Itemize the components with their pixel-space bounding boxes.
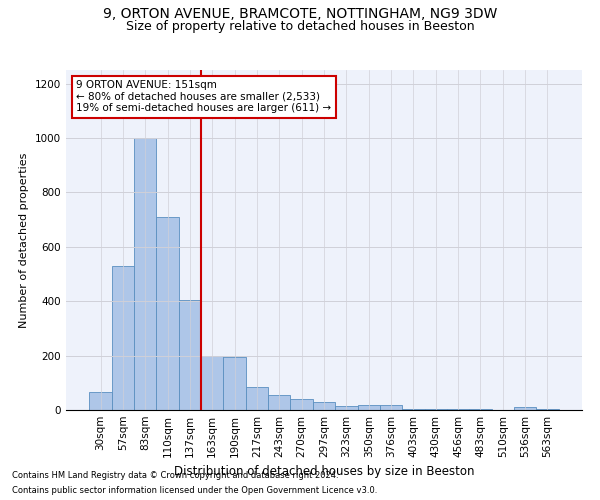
Bar bbox=[112, 266, 134, 410]
Bar bbox=[380, 405, 402, 410]
Bar bbox=[514, 408, 536, 410]
Bar bbox=[268, 395, 290, 410]
Bar bbox=[335, 406, 358, 410]
Bar bbox=[223, 357, 246, 410]
Bar bbox=[447, 408, 469, 410]
Bar bbox=[290, 398, 313, 410]
Y-axis label: Number of detached properties: Number of detached properties bbox=[19, 152, 29, 328]
Bar bbox=[402, 408, 425, 410]
Bar bbox=[536, 408, 559, 410]
Bar bbox=[89, 392, 112, 410]
Text: 9 ORTON AVENUE: 151sqm
← 80% of detached houses are smaller (2,533)
19% of semi-: 9 ORTON AVENUE: 151sqm ← 80% of detached… bbox=[76, 80, 331, 114]
Text: Contains public sector information licensed under the Open Government Licence v3: Contains public sector information licen… bbox=[12, 486, 377, 495]
X-axis label: Distribution of detached houses by size in Beeston: Distribution of detached houses by size … bbox=[174, 466, 474, 478]
Bar bbox=[246, 387, 268, 410]
Bar bbox=[157, 217, 179, 410]
Text: 9, ORTON AVENUE, BRAMCOTE, NOTTINGHAM, NG9 3DW: 9, ORTON AVENUE, BRAMCOTE, NOTTINGHAM, N… bbox=[103, 8, 497, 22]
Text: Size of property relative to detached houses in Beeston: Size of property relative to detached ho… bbox=[125, 20, 475, 33]
Bar bbox=[425, 408, 447, 410]
Bar bbox=[201, 356, 223, 410]
Bar bbox=[358, 404, 380, 410]
Text: Contains HM Land Registry data © Crown copyright and database right 2024.: Contains HM Land Registry data © Crown c… bbox=[12, 471, 338, 480]
Bar bbox=[134, 138, 157, 410]
Bar bbox=[313, 402, 335, 410]
Bar bbox=[179, 300, 201, 410]
Bar bbox=[469, 408, 491, 410]
